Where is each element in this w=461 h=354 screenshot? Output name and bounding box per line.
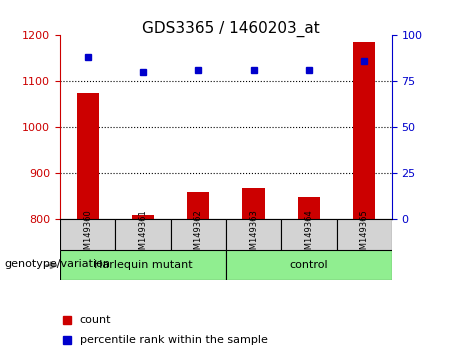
Bar bbox=[226, 219, 281, 250]
Text: percentile rank within the sample: percentile rank within the sample bbox=[80, 335, 268, 345]
Bar bbox=[187, 192, 209, 219]
Text: GDS3365 / 1460203_at: GDS3365 / 1460203_at bbox=[142, 21, 319, 38]
Text: control: control bbox=[290, 259, 328, 270]
Bar bbox=[77, 93, 99, 219]
Bar bbox=[281, 219, 337, 250]
Bar bbox=[242, 188, 265, 219]
Bar bbox=[226, 250, 392, 280]
Bar bbox=[353, 42, 375, 219]
Text: Harlequin mutant: Harlequin mutant bbox=[94, 259, 192, 270]
Text: GSM149364: GSM149364 bbox=[304, 209, 313, 260]
Bar bbox=[115, 219, 171, 250]
Text: GSM149363: GSM149363 bbox=[249, 209, 258, 260]
Text: genotype/variation: genotype/variation bbox=[5, 259, 111, 269]
Bar bbox=[60, 219, 115, 250]
Text: GSM149360: GSM149360 bbox=[83, 209, 92, 260]
Bar bbox=[171, 219, 226, 250]
Bar bbox=[298, 198, 320, 219]
Text: count: count bbox=[80, 315, 112, 325]
Bar bbox=[337, 219, 392, 250]
Text: GSM149362: GSM149362 bbox=[194, 209, 203, 260]
Text: GSM149361: GSM149361 bbox=[138, 209, 148, 260]
Text: GSM149365: GSM149365 bbox=[360, 209, 369, 260]
Bar bbox=[132, 215, 154, 219]
Bar bbox=[60, 250, 226, 280]
